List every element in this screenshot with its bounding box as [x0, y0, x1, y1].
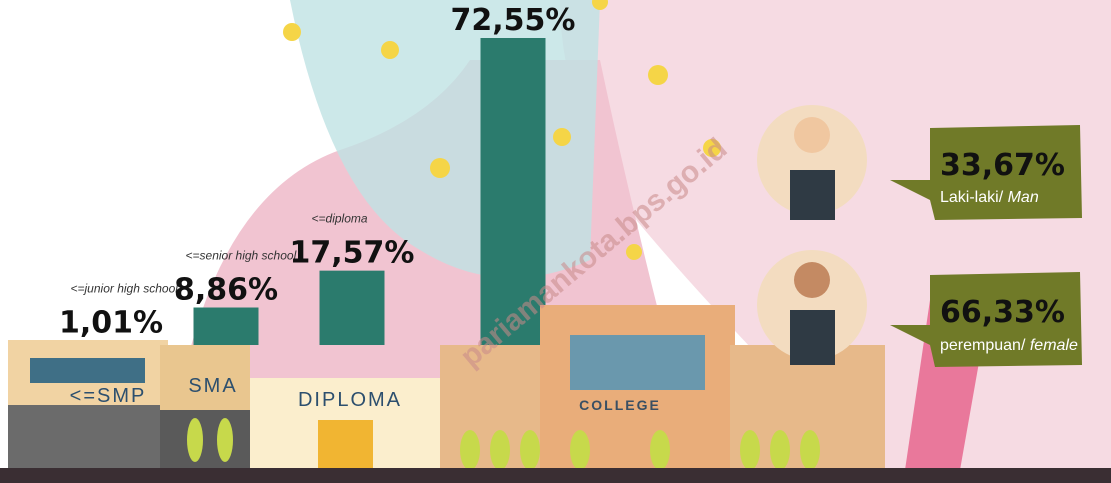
category-label: <=diploma: [312, 212, 368, 226]
gender-label-id: perempuan/: [940, 337, 1026, 354]
value-label: 72,55%: [451, 3, 576, 38]
gender-label: Laki-laki/ Man: [940, 189, 1039, 206]
building-label: <=SMP: [70, 385, 147, 407]
building-label: SMA: [188, 375, 237, 397]
building-label: COLLEGE: [579, 397, 661, 413]
bar: [320, 271, 385, 345]
gender-label-id: Laki-laki/: [940, 189, 1004, 206]
gender-value: 66,33%: [940, 295, 1065, 330]
value-label: 8,86%: [174, 273, 278, 308]
bar: [194, 308, 259, 345]
value-label: 17,57%: [290, 236, 415, 271]
category-label: <=junior high school: [71, 282, 179, 296]
gender-value: 33,67%: [940, 148, 1065, 183]
gender-label-en: Man: [1008, 189, 1039, 206]
category-label: <=senior high school: [186, 249, 297, 263]
infographic: <=SMP SMA DIPLOMA COLLEGE 33,67% Laki-la…: [0, 0, 1111, 483]
gender-label-en: female: [1030, 337, 1078, 354]
value-label: 1,01%: [59, 306, 163, 341]
gender-label: perempuan/ female: [940, 337, 1078, 354]
building-label: DIPLOMA: [298, 389, 402, 411]
